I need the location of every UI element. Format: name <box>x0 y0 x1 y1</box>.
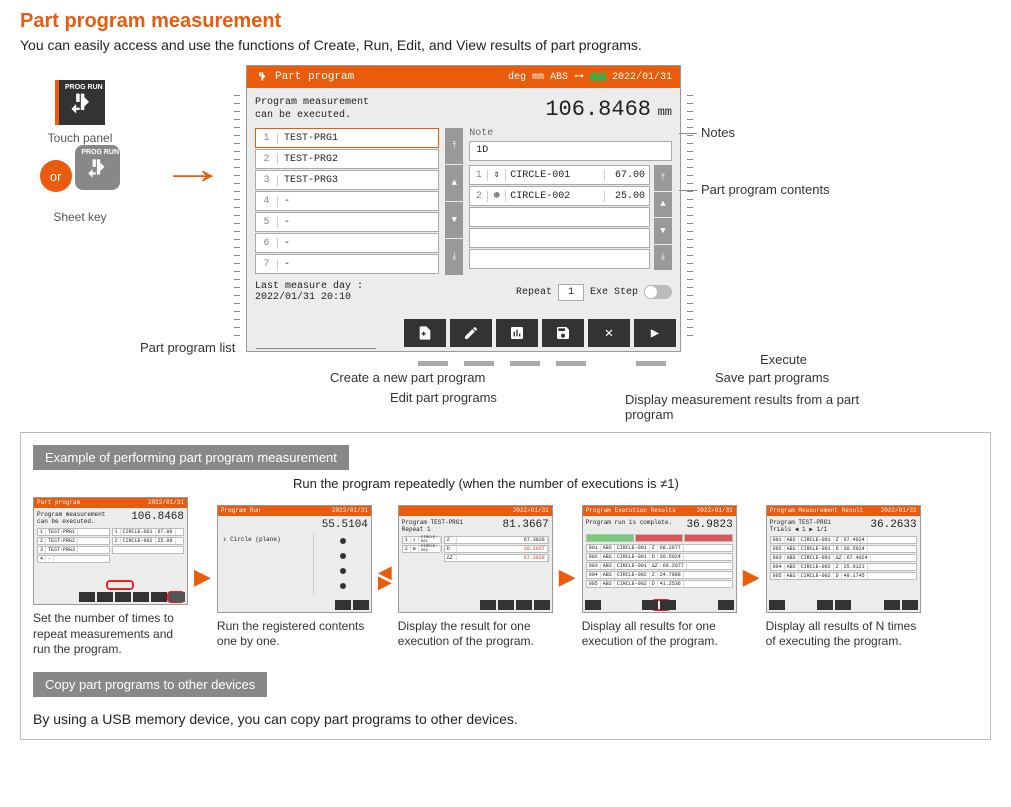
screen-toolbar: ✕ ▶ <box>247 319 680 351</box>
copy-text: By using a USB memory device, you can co… <box>33 711 978 727</box>
highlight-repeat <box>106 580 134 590</box>
copy-chip: Copy part programs to other devices <box>33 672 267 697</box>
note-value[interactable]: 1D <box>469 141 672 161</box>
prog-run-icon <box>68 89 96 117</box>
ruler-left <box>234 95 240 340</box>
results-button[interactable] <box>496 319 538 347</box>
content-rows: 1⇕CIRCLE-00167.00 2⊕CIRCLE-00225.00 <box>469 165 650 270</box>
prog-icon <box>255 70 269 84</box>
repeat-label: Repeat <box>516 287 552 298</box>
program-row[interactable]: 7- <box>255 254 439 274</box>
header-units: deg mm ABS <box>508 72 568 83</box>
example-box: Example of performing part program measu… <box>20 432 991 740</box>
example-step-1: Part program2022/01/31 Program measureme… <box>33 497 188 658</box>
arrow-icon: ▶ <box>194 564 211 590</box>
touch-panel-icon: PROG RUN <box>55 80 105 125</box>
last-measure-label: Last measure day : <box>255 281 363 292</box>
program-scroll: ⤒ ▲ ▼ ⤓ <box>445 128 463 275</box>
key-icon: ⊶ <box>574 71 584 83</box>
example-step-3: 2022/01/31 Program TEST-PRG1Repeat 181.3… <box>398 505 553 650</box>
content-row <box>469 228 650 248</box>
sheet-key-icon: PROG RUN <box>75 145 120 190</box>
callouts-right: Notes Part program contents <box>689 65 869 239</box>
screen-message: Program measurement can be executed. <box>255 96 369 122</box>
callout-results: Display measurement results from a part … <box>625 392 890 422</box>
example-step-2: Program Run2022/01/31 55.5104 ⇕ Circle (… <box>217 505 372 650</box>
or-badge: or <box>40 160 72 192</box>
program-row[interactable]: 3TEST-PRG3 <box>255 170 439 190</box>
execute-button[interactable]: ▶ <box>634 319 676 347</box>
header-date: 2022/01/31 <box>612 72 672 83</box>
main-screen: Part program deg mm ABS ⊶ 2022/01/31 Pro… <box>246 65 681 352</box>
screen-wrap: Part program deg mm ABS ⊶ 2022/01/31 Pro… <box>246 65 681 352</box>
callout-create: Create a new part program <box>330 370 485 385</box>
repeat-input[interactable]: 1 <box>558 284 584 301</box>
scroll-bottom-button[interactable]: ⤓ <box>445 239 463 275</box>
example-step-5: Program Measurement Result2022/01/31 Pro… <box>766 505 921 650</box>
save-button[interactable] <box>542 319 584 347</box>
callout-execute: Execute <box>760 352 807 367</box>
program-row[interactable]: 6- <box>255 233 439 253</box>
touch-label: Touch panel <box>20 131 140 145</box>
scroll-down-button[interactable]: ▼ <box>445 202 463 238</box>
arrow-icon: → <box>159 145 226 193</box>
arrow-icon: ▶ <box>559 564 576 590</box>
callout-save: Save part programs <box>715 370 829 385</box>
callout-edit: Edit part programs <box>390 390 497 405</box>
example-chip: Example of performing part program measu… <box>33 445 349 470</box>
arrow-icon: ▶ <box>743 564 760 590</box>
scroll-up-button[interactable]: ▲ <box>654 192 672 218</box>
scroll-bottom-button[interactable]: ⤓ <box>654 245 672 271</box>
below-callouts: Create a new part program Edit part prog… <box>260 352 890 422</box>
delete-button[interactable]: ✕ <box>588 319 630 347</box>
top-layout: PROG RUN Touch panel or PROG RUN Sheet k… <box>20 65 991 352</box>
callout-notes: Notes <box>689 125 869 140</box>
last-measure-value: 2022/01/31 20:10 <box>255 292 363 303</box>
exe-step-toggle[interactable] <box>644 285 672 299</box>
content-row <box>469 249 650 269</box>
note-label: Note <box>469 128 672 139</box>
example-row: Part program2022/01/31 Program measureme… <box>33 497 978 658</box>
example-step-4: Program Execution Results2022/01/31 Prog… <box>582 505 737 650</box>
content-row[interactable]: 1⇕CIRCLE-00167.00 <box>469 165 650 185</box>
step-label: Set the number of times to repeat measur… <box>33 611 188 658</box>
create-button[interactable] <box>404 319 446 347</box>
step-label: Run the registered contents one by one. <box>217 619 372 650</box>
content-row[interactable]: 2⊕CIRCLE-00225.00 <box>469 186 650 206</box>
step-label: Display all results for one execution of… <box>582 619 737 650</box>
screen-header: Part program deg mm ABS ⊶ 2022/01/31 <box>247 66 680 88</box>
scroll-up-button[interactable]: ▲ <box>445 165 463 201</box>
measurement-value: 106.8468 <box>545 97 651 122</box>
edit-button[interactable] <box>450 319 492 347</box>
sheet-label: Sheet key <box>20 210 140 224</box>
program-row[interactable]: 5- <box>255 212 439 232</box>
scroll-top-button[interactable]: ⤒ <box>654 165 672 191</box>
section-title: Part program measurement <box>20 10 991 33</box>
header-title: Part program <box>275 71 354 83</box>
input-method-column: PROG RUN Touch panel or PROG RUN Sheet k… <box>20 65 140 224</box>
measurement-unit: mm <box>658 105 672 119</box>
content-row <box>469 207 650 227</box>
step-label: Display all results of N times of execut… <box>766 619 921 650</box>
program-row[interactable]: 4- <box>255 191 439 211</box>
scroll-top-button[interactable]: ⤒ <box>445 128 463 164</box>
step-label: Display the result for one execution of … <box>398 619 553 650</box>
arrow-icon: ◀▶ <box>378 567 392 589</box>
battery-icon <box>590 73 606 81</box>
callout-list: Part program list <box>140 340 235 355</box>
prog-run-icon <box>85 155 111 181</box>
scroll-down-button[interactable]: ▼ <box>654 218 672 244</box>
program-row[interactable]: 2TEST-PRG2 <box>255 149 439 169</box>
program-row[interactable]: 1TEST-PRG1 <box>255 128 439 148</box>
callout-contents: Part program contents <box>689 182 869 197</box>
content-scroll: ⤒ ▲ ▼ ⤓ <box>654 165 672 270</box>
example-note: Run the program repeatedly (when the num… <box>293 476 978 491</box>
section-subtitle: You can easily access and use the functi… <box>20 37 991 53</box>
program-list: 1TEST-PRG1 2TEST-PRG2 3TEST-PRG3 4- 5- 6… <box>255 128 439 275</box>
exe-step-label: Exe Step <box>590 287 638 298</box>
arrow-column: → <box>148 65 238 193</box>
callout-line <box>256 348 376 349</box>
